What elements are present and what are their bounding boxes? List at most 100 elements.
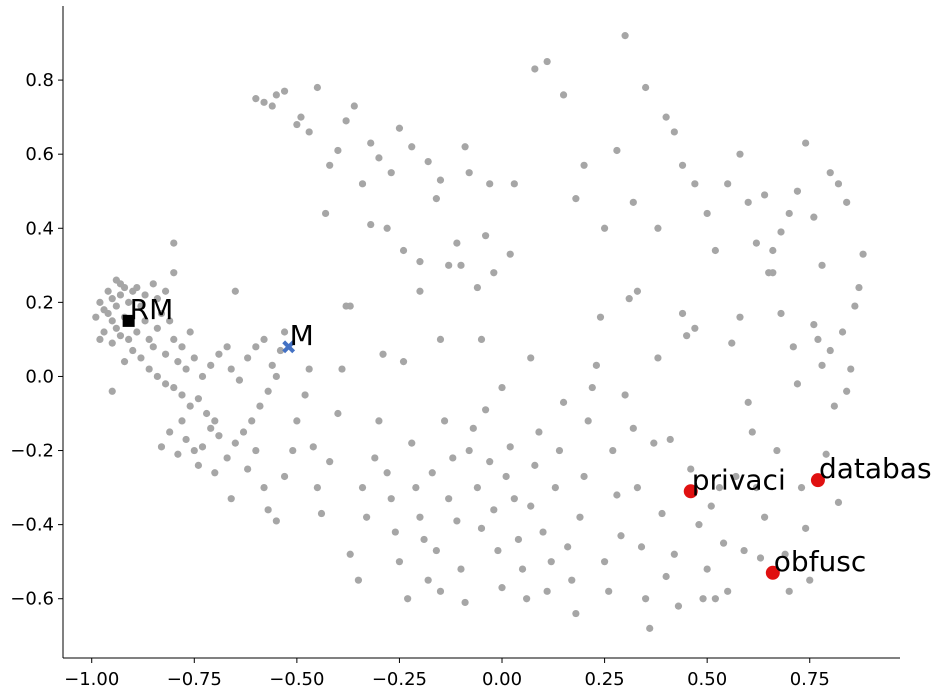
data-point <box>744 198 752 206</box>
data-point <box>539 528 547 536</box>
data-point <box>161 287 170 295</box>
data-point <box>260 483 268 492</box>
data-point <box>613 491 621 499</box>
data-point <box>670 550 678 558</box>
data-point <box>182 435 190 444</box>
data-point <box>822 450 830 458</box>
data-point <box>469 424 477 432</box>
y-tick-label: 0.0 <box>25 366 54 387</box>
special-label: M <box>290 319 314 352</box>
data-point <box>100 306 108 314</box>
data-point <box>280 328 289 336</box>
data-point <box>350 102 358 110</box>
data-point <box>707 502 715 510</box>
x-tick-label: 0.50 <box>687 669 727 690</box>
y-tick-label: −0.6 <box>10 589 54 610</box>
data-point <box>116 332 125 340</box>
data-point <box>576 513 584 521</box>
data-point <box>379 350 387 358</box>
data-point <box>802 524 810 532</box>
data-point <box>170 335 178 344</box>
m-marker <box>282 340 296 354</box>
data-point <box>190 354 198 362</box>
data-point <box>547 558 555 566</box>
data-point <box>313 483 321 492</box>
data-point <box>769 269 777 277</box>
data-point <box>789 343 797 351</box>
data-point <box>231 287 239 295</box>
data-point <box>834 180 843 188</box>
x-tick-label: −1.00 <box>64 669 119 690</box>
data-point <box>149 280 157 288</box>
data-point <box>371 454 379 462</box>
data-point <box>133 283 141 292</box>
data-point <box>596 313 605 321</box>
data-point <box>129 346 137 355</box>
data-point <box>416 287 424 295</box>
data-point <box>633 287 642 295</box>
data-point <box>252 343 260 351</box>
y-tick-label: 0.2 <box>25 292 54 313</box>
data-point <box>194 395 202 403</box>
data-point <box>198 372 207 381</box>
data-point <box>170 269 178 277</box>
data-point <box>112 324 120 332</box>
data-point <box>695 521 703 529</box>
data-point <box>457 261 465 269</box>
data-point <box>424 157 432 166</box>
data-point <box>806 576 814 584</box>
data-point <box>227 495 235 503</box>
data-point <box>436 176 445 184</box>
data-point <box>678 161 687 169</box>
data-point <box>535 428 543 436</box>
data-point <box>785 587 793 595</box>
data-point <box>617 532 625 540</box>
data-point <box>244 354 252 362</box>
data-point <box>116 291 125 299</box>
data-point <box>494 546 502 555</box>
data-point <box>703 565 711 573</box>
data-point <box>231 439 239 447</box>
data-point <box>420 535 428 544</box>
data-point <box>92 313 100 321</box>
data-point <box>498 584 506 592</box>
data-point <box>207 424 215 432</box>
data-point <box>670 128 678 136</box>
data-point <box>506 250 514 258</box>
x-tick-label: −0.50 <box>269 669 324 690</box>
highlighted-points-layer: privaci databas obfusc <box>683 452 932 580</box>
data-point <box>490 506 498 514</box>
data-point <box>244 465 252 473</box>
data-point <box>564 543 572 551</box>
data-point <box>761 191 769 199</box>
data-point <box>580 472 588 481</box>
data-point <box>354 576 363 584</box>
data-point <box>326 458 334 466</box>
data-point <box>711 595 719 603</box>
data-point <box>186 402 194 410</box>
data-point <box>502 472 510 481</box>
data-point <box>137 354 145 362</box>
data-point <box>637 543 646 551</box>
data-point <box>461 598 469 607</box>
data-point <box>248 417 256 425</box>
data-point <box>108 317 116 325</box>
data-point <box>223 343 231 351</box>
data-point <box>264 506 272 514</box>
data-point <box>313 83 321 92</box>
data-point <box>605 587 613 595</box>
data-point <box>280 472 289 481</box>
data-point <box>239 428 248 436</box>
data-point <box>609 446 617 455</box>
data-point <box>445 261 453 269</box>
data-point <box>424 576 432 584</box>
data-point <box>305 128 313 136</box>
data-point <box>256 402 264 410</box>
data-point <box>781 550 789 558</box>
highlighted-point-label: privaci <box>692 463 786 496</box>
data-point <box>843 198 851 206</box>
data-point <box>408 143 416 151</box>
data-point <box>120 358 129 366</box>
data-point <box>818 261 826 269</box>
